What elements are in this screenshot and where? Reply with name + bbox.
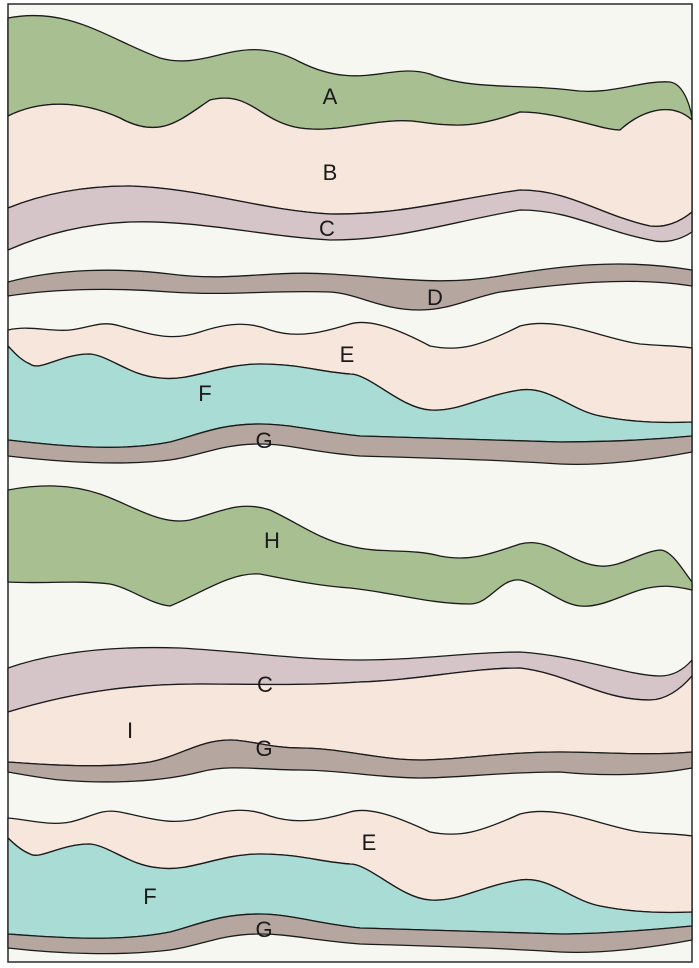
layer-g-second: [7, 739, 693, 783]
layer-g-first: [7, 423, 693, 466]
label-g-second: G: [255, 736, 272, 761]
label-d: D: [427, 285, 443, 310]
label-f-lower: F: [143, 884, 156, 909]
label-b: B: [323, 160, 338, 185]
label-c-upper: C: [319, 216, 335, 241]
label-g-first: G: [255, 428, 272, 453]
label-i: I: [127, 718, 133, 743]
label-e-lower: E: [362, 830, 377, 855]
layer-c-upper: [7, 185, 693, 251]
label-g-third: G: [255, 917, 272, 942]
layer-h: [7, 485, 693, 607]
label-f-upper: F: [198, 381, 211, 406]
layer-g-third: [7, 913, 693, 955]
label-e-upper: E: [340, 342, 355, 367]
label-c-lower: C: [257, 672, 273, 697]
label-a: A: [323, 84, 338, 109]
label-h: H: [264, 528, 280, 553]
layer-d: [7, 263, 693, 311]
